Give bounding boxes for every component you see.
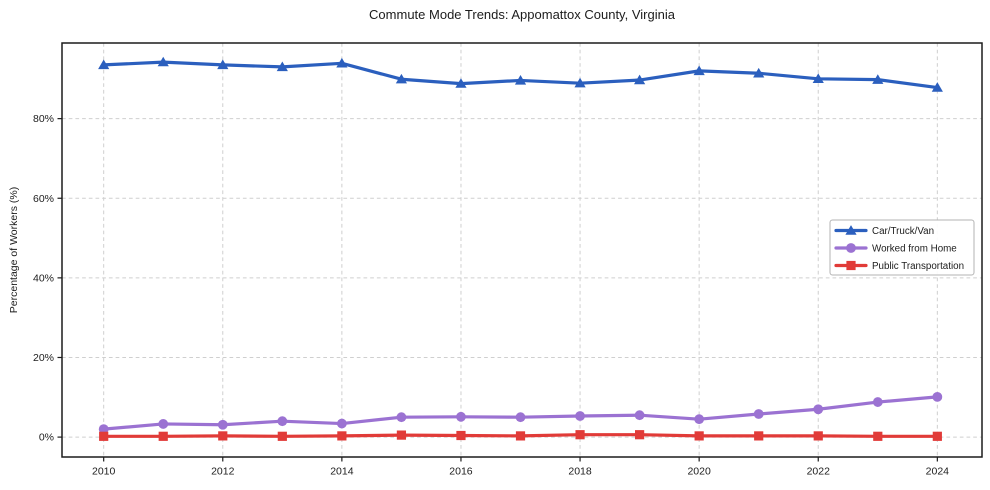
y-tick-label: 60% (33, 193, 54, 205)
data-point-worked-from-home (872, 397, 883, 407)
y-tick-label: 80% (33, 113, 54, 125)
y-tick-label: 0% (39, 432, 54, 444)
data-point-worked-from-home (694, 414, 705, 425)
x-tick-label: 2016 (449, 466, 473, 478)
data-point-public-transportation (635, 430, 645, 440)
data-point-car-truck-van (693, 65, 705, 76)
data-point-public-transportation (218, 431, 228, 441)
data-point-public-transportation (515, 431, 526, 441)
data-point-car-truck-van (217, 59, 229, 70)
legend-marker-triangle-icon (845, 225, 857, 235)
x-tick-label: 2018 (568, 466, 592, 478)
data-point-car-truck-van (574, 77, 586, 88)
data-point-car-truck-van (872, 74, 884, 84)
x-tick-label: 2014 (330, 466, 354, 478)
x-tick-label: 2020 (687, 466, 711, 478)
x-tick-label: 2022 (807, 466, 831, 478)
legend-item-worked-from-home: Worked from Home (834, 243, 957, 255)
data-point-public-transportation (873, 431, 883, 441)
legend-box (829, 219, 975, 276)
data-point-car-truck-van (98, 59, 110, 70)
data-point-worked-from-home (98, 424, 109, 435)
data-point-car-truck-van (157, 56, 169, 67)
series-worked-from-home (98, 391, 943, 435)
data-point-worked-from-home (336, 418, 347, 429)
data-point-worked-from-home (634, 410, 645, 421)
x-tick-label: 2024 (926, 466, 950, 478)
y-tick-label: 40% (33, 272, 54, 284)
plot-border (61, 42, 983, 458)
y-tick-label: 20% (33, 352, 54, 364)
data-point-car-truck-van (514, 75, 527, 85)
data-point-car-truck-van (931, 82, 943, 92)
data-point-public-transportation (694, 431, 704, 441)
x-tick-label: 2010 (92, 466, 116, 478)
data-point-car-truck-van (455, 78, 467, 88)
data-point-worked-from-home (158, 419, 169, 429)
legend-marker-square-icon (846, 260, 856, 271)
data-point-worked-from-home (515, 412, 526, 423)
data-point-car-truck-van (634, 74, 646, 85)
data-point-public-transportation (754, 431, 764, 441)
data-point-public-transportation (456, 430, 466, 441)
legend-marker-circle-icon (846, 243, 856, 253)
data-point-public-transportation (932, 431, 942, 441)
legend-item-car-truck-van: Car/Truck/Van (834, 225, 934, 237)
data-point-public-transportation (99, 431, 109, 441)
data-point-car-truck-van (276, 61, 288, 72)
data-point-worked-from-home (575, 411, 585, 421)
data-point-car-truck-van (336, 57, 348, 68)
data-point-worked-from-home (456, 411, 466, 422)
legend-label: Public Transportation (872, 261, 964, 272)
data-point-public-transportation (337, 431, 347, 441)
data-point-worked-from-home (217, 419, 228, 430)
data-point-worked-from-home (396, 412, 407, 423)
series-car-truck-van (98, 56, 943, 92)
data-point-worked-from-home (753, 409, 764, 419)
data-point-car-truck-van (753, 67, 765, 78)
series-public-transportation (99, 430, 942, 441)
data-point-worked-from-home (932, 391, 943, 402)
data-point-public-transportation (277, 431, 287, 441)
data-point-worked-from-home (813, 404, 824, 415)
data-point-public-transportation (575, 430, 585, 440)
legend-item-public-transportation: Public Transportation (834, 260, 964, 272)
chart-title: Commute Mode Trends: Appomattox County, … (369, 7, 675, 22)
legend-label: Car/Truck/Van (872, 226, 934, 237)
data-point-public-transportation (813, 431, 823, 441)
data-point-public-transportation (396, 430, 407, 440)
data-point-car-truck-van (812, 73, 824, 84)
data-point-car-truck-van (395, 73, 408, 84)
legend: Car/Truck/Van Worked from Home Public Tran… (829, 219, 975, 276)
data-point-public-transportation (158, 431, 168, 441)
y-axis-label: Percentage of Workers (%) (8, 186, 20, 314)
legend-label: Worked from Home (872, 244, 957, 255)
x-tick-label: 2012 (211, 466, 235, 478)
data-point-worked-from-home (277, 416, 288, 427)
